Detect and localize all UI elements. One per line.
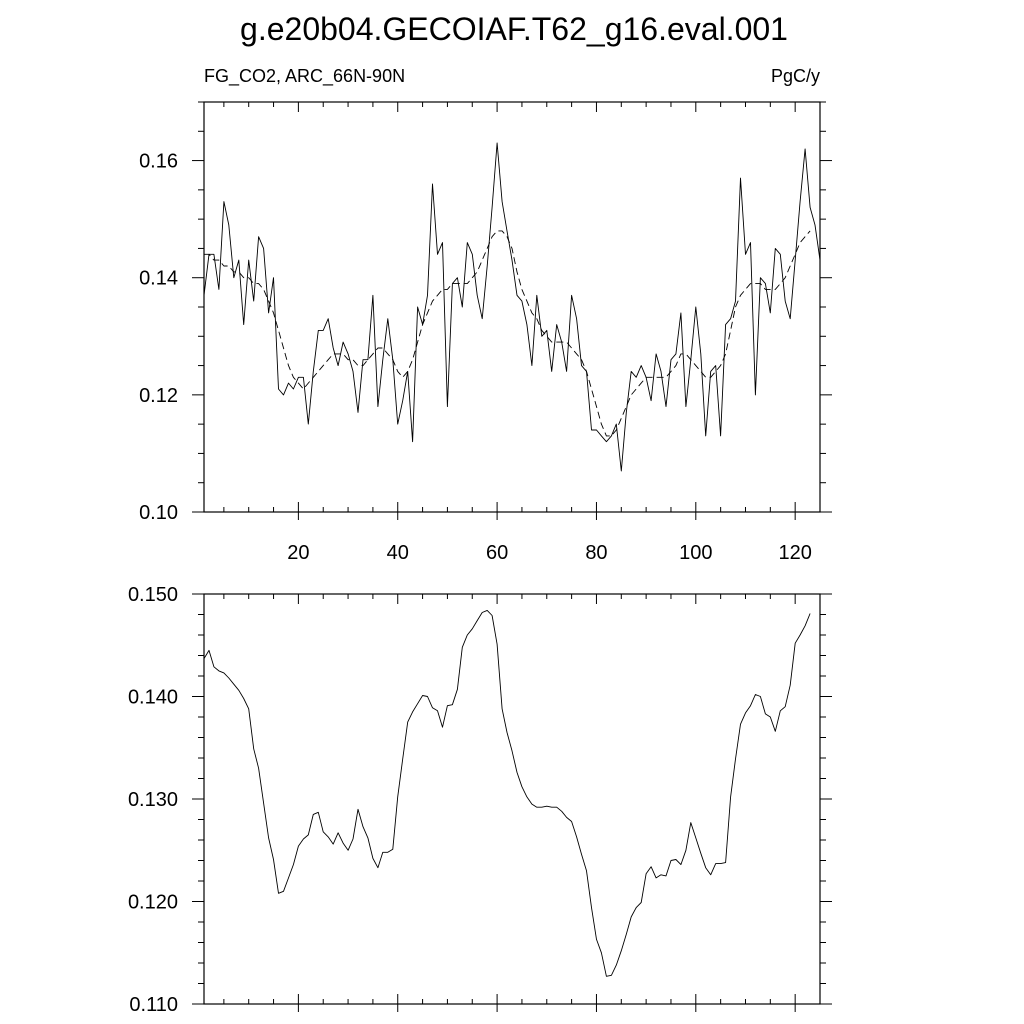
top-x-tick-label: 20	[287, 542, 309, 564]
top-x-tick-label: 80	[585, 542, 607, 564]
top-x-tick-labels: 20 40 60 80 100 120	[287, 542, 812, 564]
bottom-y-tick-label: 0.150	[128, 584, 178, 606]
top-panel: FG_CO2, ARC_66N-90N PgC/y 0.10 0.12 0.14…	[139, 66, 832, 564]
top-x-tick-label: 120	[778, 542, 811, 564]
top-y-tick-label: 0.12	[139, 385, 178, 407]
series-line-solid	[203, 609, 811, 977]
bottom-tick-marks	[192, 593, 832, 1012]
bottom-panel: 0.110 0.120 0.130 0.140 0.150	[128, 584, 832, 1016]
top-x-tick-label: 40	[387, 542, 409, 564]
top-tick-marks	[192, 101, 832, 520]
bottom-y-tick-label: 0.140	[128, 687, 178, 709]
top-x-tick-label: 60	[486, 542, 508, 564]
top-panel-right-label: PgC/y	[771, 66, 820, 86]
bottom-y-tick-label: 0.130	[128, 789, 178, 811]
bottom-y-tick-label: 0.110	[129, 994, 178, 1016]
bottom-y-tick-label: 0.120	[128, 892, 178, 914]
top-y-tick-labels: 0.10 0.12 0.14 0.16	[139, 151, 178, 524]
series-line-solid	[203, 142, 821, 472]
bottom-y-tick-labels: 0.110 0.120 0.130 0.140 0.150	[128, 584, 178, 1016]
top-y-tick-label: 0.16	[139, 151, 178, 173]
top-y-tick-label: 0.10	[139, 502, 178, 524]
series-line-dashed	[204, 230, 811, 437]
top-x-tick-label: 100	[679, 542, 712, 564]
top-panel-left-label: FG_CO2, ARC_66N-90N	[204, 66, 405, 87]
bottom-plot-frame	[203, 593, 821, 1005]
top-plot-frame	[203, 101, 821, 513]
top-y-tick-label: 0.14	[139, 268, 178, 290]
bottom-series	[203, 609, 811, 977]
top-series	[203, 142, 821, 472]
figure-title: g.e20b04.GECOIAF.T62_g16.eval.001	[240, 11, 788, 47]
